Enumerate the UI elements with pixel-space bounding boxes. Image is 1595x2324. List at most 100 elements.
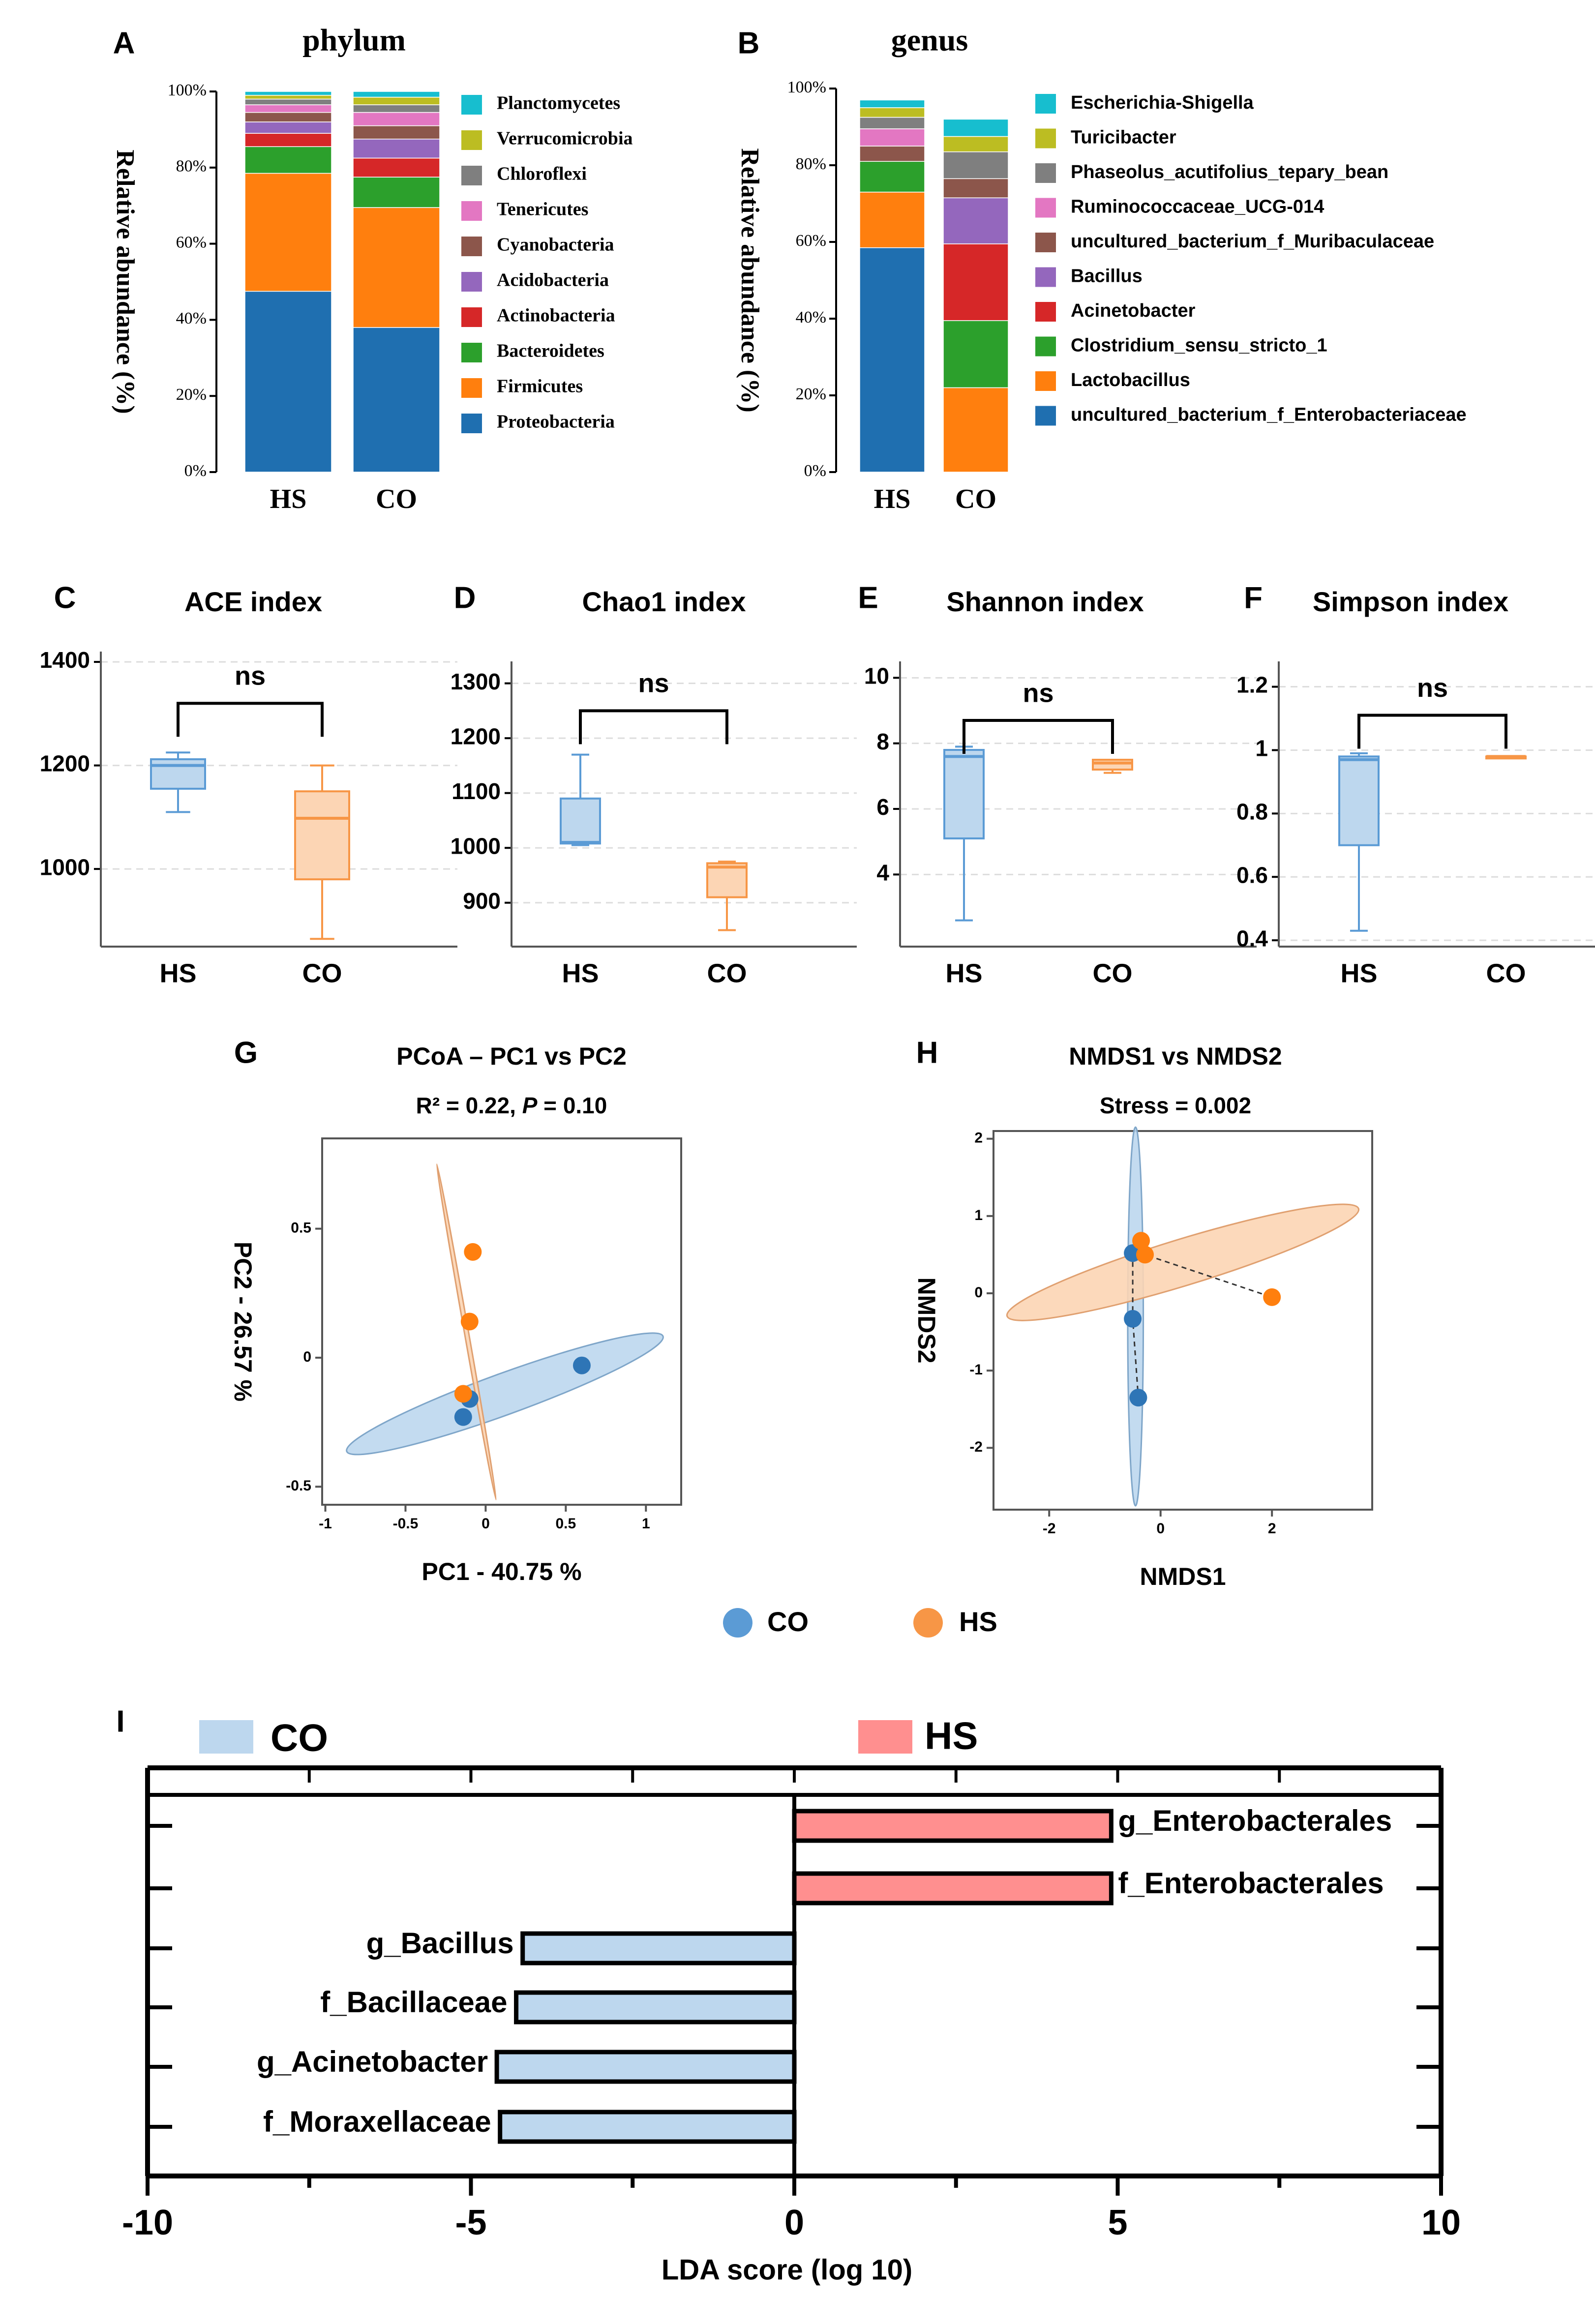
- y-tick-label: 1: [1255, 736, 1268, 761]
- panel-label-a: A: [113, 26, 135, 60]
- x-tick-label: CO: [707, 958, 747, 988]
- legend-swatch: [1035, 267, 1056, 287]
- legend-swatch: [461, 130, 482, 150]
- confidence-ellipse-hs: [1006, 1203, 1360, 1321]
- y-tick-label: 0%: [184, 462, 207, 480]
- box-hs: [943, 749, 985, 839]
- x-tick-label: HS: [945, 958, 982, 988]
- x-tick-label: CO: [955, 484, 996, 514]
- bar-segment-hs-8: [859, 107, 925, 118]
- significance-label: ns: [638, 669, 669, 698]
- x-tick-label: HS: [1340, 958, 1377, 988]
- legend-label: Ruminococcaceae_UCG-014: [1071, 197, 1324, 217]
- box-hs: [1338, 755, 1380, 846]
- significance-label: ns: [1417, 673, 1448, 703]
- y-tick-label: 6: [876, 794, 889, 820]
- y-tick-label: -2: [969, 1439, 983, 1455]
- y-tick-label: 20%: [176, 386, 207, 404]
- legend-label: Tenericutes: [497, 199, 588, 220]
- significance-bracket: [177, 702, 324, 737]
- significance-bracket: [579, 709, 728, 745]
- legend-marker-hs: [913, 1608, 943, 1638]
- legend-label: Clostridium_sensu_stricto_1: [1071, 335, 1327, 356]
- legend-label: Cyanobacteria: [497, 235, 614, 255]
- x-tick-label: CO: [376, 484, 417, 514]
- bar-segment-co-8: [943, 136, 1009, 152]
- x-tick-label: CO: [302, 958, 342, 988]
- y-tick-label: 80%: [176, 157, 207, 176]
- bar-segment-hs-2: [244, 146, 332, 174]
- lda-bar-g_acinetobacter: [494, 2050, 797, 2084]
- box-co: [294, 790, 350, 881]
- point-hs-0: [1132, 1232, 1150, 1250]
- bar-segment-hs-9: [244, 91, 332, 96]
- x-tick-label: -10: [122, 2203, 173, 2242]
- point-hs-0: [464, 1243, 482, 1261]
- legend-marker-co: [723, 1608, 752, 1638]
- bar-segment-co-7: [353, 104, 440, 113]
- y-tick-label: 60%: [176, 233, 207, 251]
- point-hs-1: [1136, 1246, 1154, 1264]
- y-tick-label: 40%: [796, 308, 826, 327]
- bar-segment-co-3: [943, 243, 1009, 321]
- legend-label: Acidobacteria: [497, 270, 609, 291]
- legend-label-co: CO: [767, 1606, 809, 1637]
- y-axis-title: NMDS2: [913, 1277, 940, 1363]
- bar-segment-co-5: [353, 125, 440, 140]
- significance-label: ns: [235, 661, 266, 691]
- subtitle-prefix: R² = 0.22,: [416, 1093, 522, 1118]
- legend-swatch: [1035, 336, 1056, 357]
- y-tick-label: 1300: [451, 669, 501, 694]
- x-tick-label: 1: [642, 1516, 650, 1532]
- y-axis-title: PC2 - 26.57 %: [229, 1242, 257, 1401]
- legend-swatch: [461, 237, 482, 256]
- bar-segment-hs-2: [859, 161, 925, 193]
- panel-h-title: NMDS1 vs NMDS2: [1069, 1043, 1282, 1070]
- legend-swatch: [461, 378, 482, 398]
- y-axis-title: Relative abundance (%): [111, 149, 139, 414]
- legend-label-hs: HS: [925, 1714, 978, 1758]
- x-tick-label: HS: [270, 484, 307, 514]
- confidence-ellipse-co: [346, 1332, 664, 1456]
- x-tick-label: CO: [1093, 958, 1133, 988]
- legend-label: Proteobacteria: [497, 412, 615, 432]
- bar-segment-co-4: [353, 139, 440, 159]
- y-tick-label: 0.4: [1236, 925, 1268, 951]
- x-tick-label: 5: [1108, 2203, 1127, 2242]
- legend-swatch: [1035, 128, 1056, 149]
- panel-label-f: F: [1244, 581, 1263, 615]
- bar-segment-co-8: [353, 96, 440, 105]
- legend-swatch: [1035, 406, 1056, 426]
- y-tick-label: 100%: [787, 78, 826, 96]
- lda-bar-label: g_Enterobacterales: [1118, 1804, 1392, 1837]
- legend-swatch: [461, 414, 482, 433]
- panel-a-title: phylum: [302, 23, 406, 58]
- plot-frame: [993, 1130, 1373, 1511]
- panel-label-h: H: [916, 1036, 938, 1070]
- lda-bar-g_enterobacterales: [792, 1809, 1113, 1843]
- legend-swatch: [461, 272, 482, 292]
- bar-segment-co-9: [943, 119, 1009, 137]
- lda-bar-label: f_Moraxellaceae: [263, 2105, 491, 2138]
- legend-label-co: CO: [271, 1716, 328, 1759]
- bar-segment-co-1: [353, 207, 440, 328]
- legend-swatch-hs: [858, 1720, 912, 1754]
- x-tick-label: 0: [784, 2203, 804, 2242]
- bar-segment-hs-3: [244, 133, 332, 147]
- legend-label: Turicibacter: [1071, 127, 1176, 148]
- bar-segment-co-9: [353, 91, 440, 98]
- box-co: [1092, 759, 1133, 771]
- bar-segment-hs-6: [859, 128, 925, 147]
- legend-swatch: [1035, 371, 1056, 391]
- bar-segment-hs-0: [859, 247, 925, 473]
- bar-segment-co-0: [353, 327, 440, 473]
- box-hs: [560, 797, 601, 845]
- lda-bar-label: f_Enterobacterales: [1118, 1867, 1384, 1900]
- panel-d-title: Chao1 index: [582, 586, 746, 617]
- y-tick-label: 1: [974, 1207, 983, 1223]
- bar-segment-co-7: [943, 151, 1009, 179]
- box-co: [706, 862, 748, 898]
- x-axis-title: PC1 - 40.75 %: [421, 1558, 581, 1585]
- bar-segment-hs-9: [859, 99, 925, 108]
- x-tick-label: 0.5: [555, 1516, 576, 1532]
